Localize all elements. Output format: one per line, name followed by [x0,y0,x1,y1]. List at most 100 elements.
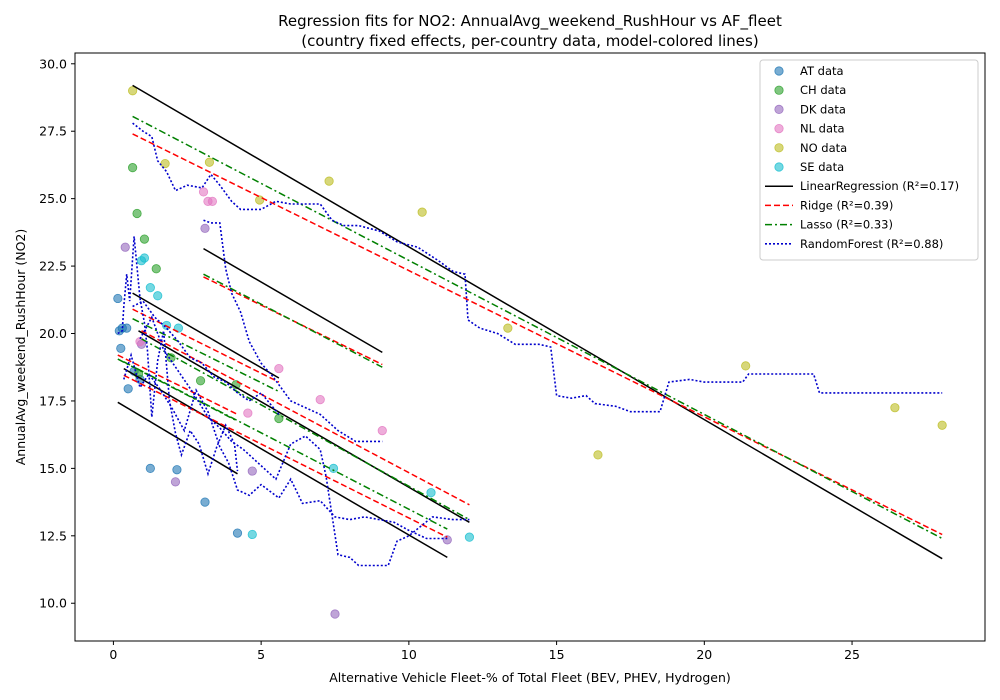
line-ridge-0 [117,354,238,416]
point-no-10 [937,420,947,430]
legend-box [759,59,979,261]
point-se-8 [464,532,475,542]
line-lasso-1 [123,361,448,530]
legend-marker-no [774,143,784,153]
point-se-2 [145,283,155,293]
point-ch-2 [139,234,150,244]
point-ch-1 [132,208,142,219]
point-no-4 [324,176,334,186]
point-se-9 [247,529,257,540]
point-no-5 [417,207,427,217]
y-axis-label: AnnualAvg_weekend_RushHour (NO2) [13,229,28,466]
line-linearregression-3 [138,330,470,523]
point-no-9 [890,403,900,413]
point-ch-7 [274,413,284,424]
line-linearregression-4 [203,247,383,354]
point-dk-6 [442,535,452,545]
line-randomforest-1 [123,352,448,540]
line-linearregression-1 [123,367,448,559]
line-randomforest-4 [203,219,383,443]
line-linearregression-0 [117,401,238,475]
y-tick-label: 10.0 [39,596,67,611]
line-randomforest-5 [132,122,943,413]
point-at-7 [145,463,155,473]
chart-subtitle: (country fixed effects, per-country data… [301,32,758,50]
legend-label-linearregression: LinearRegression (R²=0.17) [800,179,959,193]
point-at-4 [122,323,132,333]
legend-marker-dk [774,104,784,115]
legend-label-nl: NL data [800,122,845,136]
point-nl-6 [377,426,387,436]
legend-label-randomforest: RandomForest (R²=0.88) [800,237,943,251]
point-se-1 [139,253,150,263]
point-ch-3 [151,264,161,274]
point-se-7 [426,488,436,498]
y-axis: 10.0 12.5 15.0 17.5 20.0 22.5 25.0 27.5 30.0 [39,56,75,611]
point-no-6 [503,323,513,333]
line-lasso-2 [132,318,280,393]
legend-label-se: SE data [800,160,844,174]
legend: AT data CH data DK data NL data NO data SE da… [759,59,979,261]
point-at-0 [113,293,123,304]
point-no-2 [204,157,215,167]
point-nl-4 [274,363,284,374]
point-nl-2 [207,196,217,206]
legend-label-no: NO data [800,141,847,155]
point-nl-0 [198,187,209,197]
x-tick-label: 10 [401,647,417,662]
point-ch-5 [195,376,206,386]
y-tick-label: 17.5 [39,393,67,408]
legend-marker-ch [774,85,784,95]
point-no-8 [741,361,751,371]
point-ch-0 [128,163,138,173]
y-tick-label: 12.5 [39,528,67,543]
x-tick-label: 25 [844,647,860,662]
line-lasso-5 [132,115,943,540]
point-no-1 [160,158,170,169]
legend-label-ridge: Ridge (R²=0.39) [800,198,893,212]
x-axis: 0 5 10 15 20 25 [109,641,860,662]
y-tick-label: 15.0 [39,461,67,476]
axes-frame [74,52,986,642]
point-dk-5 [330,609,340,619]
point-at-9 [200,497,210,507]
point-no-7 [593,450,603,460]
point-dk-2 [170,477,181,487]
point-se-3 [153,291,163,301]
point-se-6 [328,463,339,473]
x-tick-label: 0 [109,647,117,662]
legend-label-dk: DK data [800,102,846,116]
legend-marker-se [774,162,784,172]
y-tick-label: 27.5 [39,124,67,139]
point-at-5 [123,384,133,394]
chart-title: Regression fits for NO2: AnnualAvg_weeke… [278,12,782,31]
y-tick-label: 22.5 [39,259,67,274]
point-at-8 [172,465,182,475]
point-dk-4 [247,466,257,476]
line-lasso-3 [141,338,470,521]
legend-label-at: AT data [800,64,844,78]
point-no-0 [128,86,138,96]
line-linearregression-5 [132,84,943,560]
line-linearregression-2 [132,292,280,379]
plot-area [113,84,947,619]
legend-marker-at [774,66,784,76]
point-no-3 [255,195,265,205]
y-tick-label: 25.0 [39,191,67,206]
legend-label-ch: CH data [800,83,846,97]
point-nl-5 [315,394,325,405]
point-nl-3 [243,408,253,418]
x-axis-label: Alternative Vehicle Fleet-% of Total Fle… [329,670,731,685]
legend-label-lasso: Lasso (R²=0.33) [800,218,893,232]
line-lasso-4 [203,273,383,368]
line-ridge-3 [141,330,470,506]
x-tick-label: 15 [549,647,565,662]
point-at-10 [232,528,243,538]
point-dk-3 [200,223,210,233]
y-tick-label: 20.0 [39,326,67,341]
line-ridge-2 [132,308,280,383]
point-dk-0 [120,242,130,252]
x-tick-label: 5 [257,647,265,662]
point-at-2 [116,343,126,353]
